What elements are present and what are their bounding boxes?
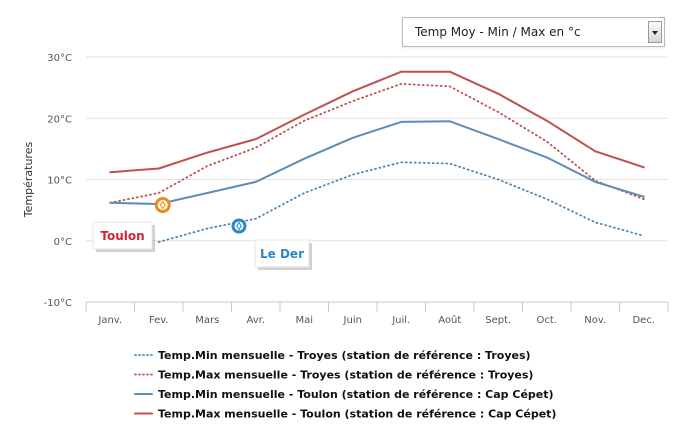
x-tick-label: Août [438, 314, 461, 326]
le-der-marker-diamond [236, 221, 242, 231]
metric-select[interactable]: Temp Moy - Min / Max en °c [402, 17, 665, 47]
toulon-marker-diamond [159, 200, 166, 210]
x-tick-label: Dec. [632, 315, 655, 326]
x-tick-label: Fev. [149, 315, 169, 326]
y-tick-label: 30°C [47, 53, 72, 64]
series-line-1[interactable] [109, 83, 645, 204]
le-der-callout-label: Le Der [260, 247, 304, 261]
series-line-2[interactable] [109, 120, 645, 205]
metric-select-value: Temp Moy - Min / Max en °c [415, 25, 581, 39]
legend-label-0[interactable]: Temp.Min mensuelle - Troyes (station de … [158, 349, 531, 362]
legend-label-2[interactable]: Temp.Min mensuelle - Toulon (station de … [158, 388, 554, 401]
x-tick-label: Juin [343, 315, 362, 326]
y-tick-label: -10°C [44, 298, 72, 309]
y-axis-title: Températures [22, 142, 35, 219]
x-tick-label: Avr. [246, 315, 265, 326]
y-tick-label: 10°C [47, 176, 72, 187]
x-tick-label: Mars [195, 315, 219, 326]
legend-label-1[interactable]: Temp.Max mensuelle - Troyes (station de … [158, 369, 533, 382]
x-tick-label: Nov. [584, 315, 606, 326]
x-tick-label: Oct. [537, 315, 557, 326]
series-line-3[interactable] [109, 70, 645, 174]
x-tick-label: Juil. [391, 315, 410, 326]
toulon-callout-label: Toulon [100, 229, 144, 243]
toulon-callout-box [92, 221, 153, 250]
chevron-down-icon[interactable] [648, 21, 662, 43]
series-line-0[interactable] [157, 161, 645, 243]
y-tick-label: 20°C [47, 114, 72, 125]
le-der-callout-box [254, 239, 310, 268]
y-tick-label: 0°C [54, 237, 72, 248]
x-tick-label: Sept. [485, 315, 511, 326]
x-tick-label: Janv. [97, 315, 122, 326]
legend-label-3[interactable]: Temp.Max mensuelle - Toulon (station de … [158, 408, 556, 421]
x-tick-label: Mai [295, 315, 313, 326]
